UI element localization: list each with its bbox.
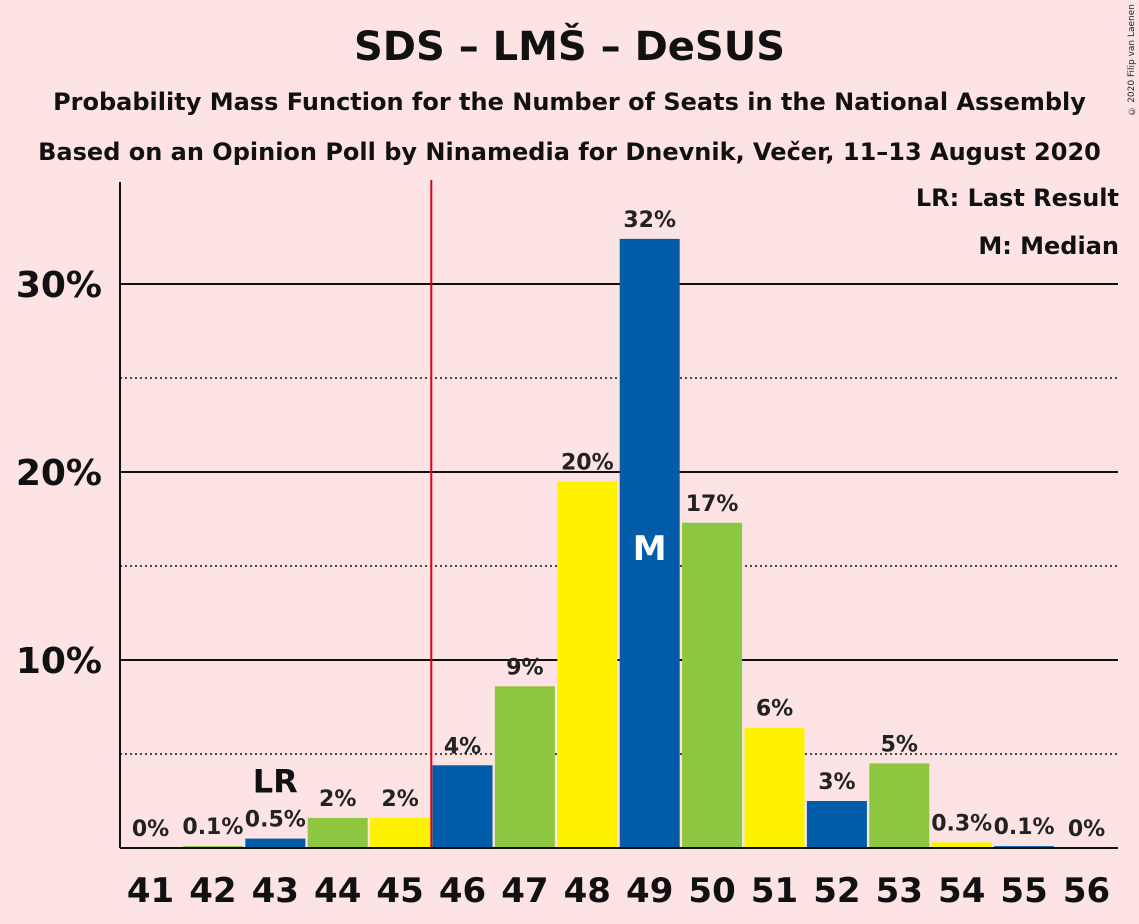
copyright-notice: © 2020 Filip van Laenen	[1127, 4, 1137, 116]
bar-seat-52	[806, 801, 867, 848]
bar-seat-49	[619, 238, 680, 848]
bar-seat-45	[370, 817, 431, 848]
x-axis: 41 42 43 44 45 46 47 48 49 50 51 52 53 54 55 56	[120, 847, 1118, 911]
bar-value-label: 9%	[506, 655, 543, 680]
bar-seat-50	[682, 522, 743, 848]
x-tick-label: 53	[876, 871, 923, 911]
x-tick-label: 42	[189, 871, 236, 911]
bar-value-label: 2%	[381, 787, 418, 812]
y-tick-label: 10%	[16, 641, 102, 682]
x-tick-label: 54	[938, 871, 985, 911]
x-tick-label: 50	[688, 871, 735, 911]
bar-seat-48	[557, 481, 618, 848]
x-tick-label: 44	[314, 871, 361, 911]
bar-seat-53	[869, 763, 930, 848]
bar-value-label: 4%	[444, 734, 481, 759]
y-axis: 10% 20% 30%	[16, 182, 121, 848]
bar-value-label: 0%	[1068, 817, 1105, 842]
bar-value-label: 20%	[561, 450, 614, 475]
bar-value-label: 0.5%	[245, 808, 306, 833]
y-tick-label: 30%	[16, 265, 102, 306]
bar-value-label: 17%	[686, 492, 739, 517]
bar-seat-44	[307, 817, 368, 848]
chart-subtitle: Probability Mass Function for the Number…	[53, 88, 1086, 116]
legend-median: M: Median	[978, 232, 1119, 260]
bar-value-label: 6%	[756, 697, 793, 722]
bar-value-label: 0.1%	[182, 815, 243, 840]
x-tick-label: 51	[751, 871, 798, 911]
bar-seat-47	[494, 686, 555, 848]
x-tick-label: 46	[439, 871, 486, 911]
chart-title: SDS – LMŠ – DeSUS	[353, 24, 786, 70]
y-tick-label: 20%	[16, 453, 102, 494]
chart-source-line: Based on an Opinion Poll by Ninamedia fo…	[38, 138, 1101, 166]
x-tick-label: 41	[127, 871, 174, 911]
last-result-marker: LR	[253, 763, 298, 801]
x-tick-label: 47	[501, 871, 548, 911]
bar-value-label: 32%	[623, 208, 676, 233]
bar-value-label: 0.3%	[931, 811, 992, 836]
bar-seat-51	[744, 727, 805, 848]
bar-seat-54	[931, 842, 992, 848]
bar-value-label: 2%	[319, 787, 356, 812]
median-marker: M	[633, 529, 667, 569]
x-tick-label: 49	[626, 871, 673, 911]
legend-last-result: LR: Last Result	[915, 184, 1119, 212]
bar-value-label: 5%	[881, 732, 918, 757]
bar-labels: 0% 0.1% 0.5%LR 2% 2%4%9%20%32%M17%6%3%5%0.3%…	[132, 208, 1105, 842]
x-tick-label: 43	[252, 871, 299, 911]
x-tick-label: 56	[1063, 871, 1110, 911]
bar-value-label: 0.1%	[994, 815, 1055, 840]
x-tick-label: 48	[564, 871, 611, 911]
x-tick-label: 55	[1000, 871, 1047, 911]
bar-value-label: 3%	[818, 770, 855, 795]
bar-value-label: 0%	[132, 817, 169, 842]
gridlines	[120, 180, 1118, 848]
bar-seat-46	[432, 765, 493, 848]
bar-seat-43	[245, 838, 306, 848]
x-tick-label: 52	[813, 871, 860, 911]
bars	[182, 238, 1055, 848]
x-tick-label: 45	[376, 871, 423, 911]
